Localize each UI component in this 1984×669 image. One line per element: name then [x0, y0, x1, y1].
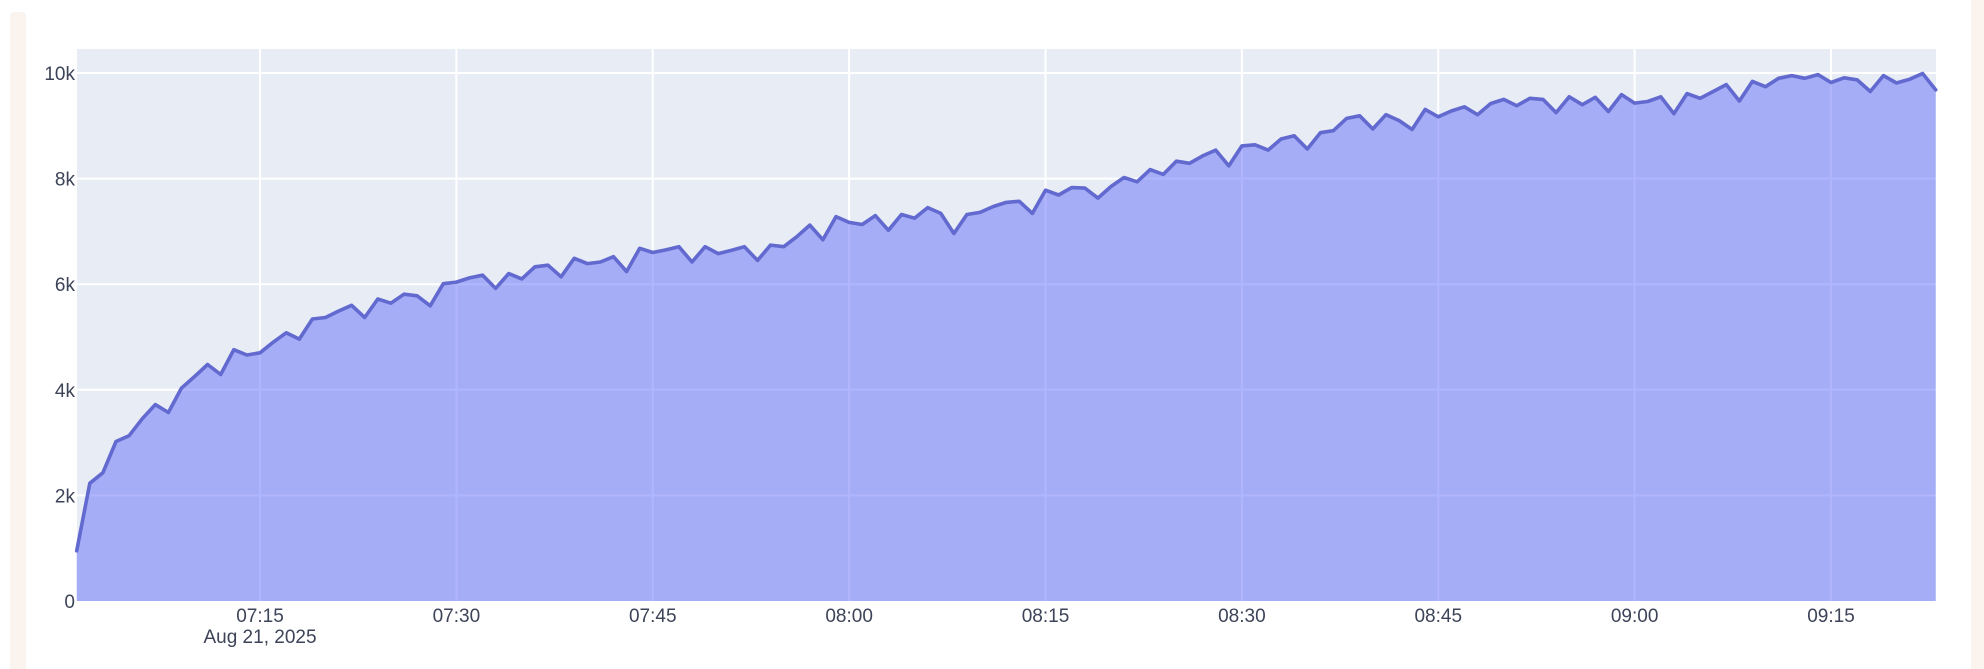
area-fill	[76, 73, 1936, 601]
x-axis-date-label: Aug 21, 2025	[203, 627, 316, 648]
y-tick-label: 8k	[55, 170, 76, 191]
x-tick-label: 09:15	[1807, 606, 1855, 627]
y-tick-label: 0	[64, 592, 75, 613]
page-edge-strip-left	[10, 12, 26, 669]
x-tick-label: 07:45	[629, 606, 677, 627]
x-tick-label: 08:00	[825, 606, 873, 627]
y-tick-label: 6k	[55, 275, 76, 296]
x-tick-label: 08:30	[1218, 606, 1266, 627]
x-tick-label: 09:00	[1611, 606, 1659, 627]
x-tick-label: 07:30	[433, 606, 481, 627]
y-tick-label: 4k	[55, 381, 76, 402]
y-tick-label: 10k	[44, 64, 75, 85]
page-edge-strip-right	[1971, 0, 1984, 669]
y-tick-label: 2k	[55, 486, 76, 507]
series-line	[74, 71, 1938, 553]
x-tick-label: 07:15	[236, 606, 284, 627]
x-tick-label: 08:15	[1022, 606, 1070, 627]
x-tick-label: 08:45	[1414, 606, 1462, 627]
